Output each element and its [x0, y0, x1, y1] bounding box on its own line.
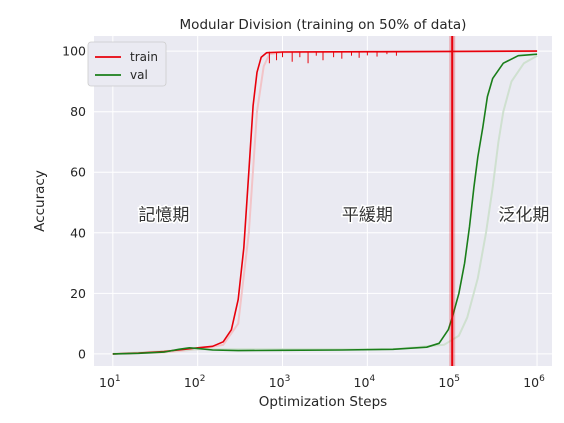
- chart-title: Modular Division (training on 50% of dat…: [180, 17, 467, 33]
- legend-label-train: train: [130, 50, 158, 64]
- legend-label-val: val: [130, 68, 148, 82]
- x-tick-label: 101: [99, 374, 121, 390]
- phase-annotations: 記憶期 平緩期 泛化期: [137, 204, 551, 227]
- y-axis-label: Accuracy: [32, 170, 48, 232]
- y-ticks: 0 20 40 60 80 100: [62, 44, 86, 362]
- y-tick-label: 60: [70, 165, 86, 180]
- x-tick-label: 103: [269, 374, 291, 390]
- y-tick-label: 40: [70, 225, 86, 240]
- x-axis-label: Optimization Steps: [259, 394, 387, 410]
- legend: train val: [87, 41, 167, 87]
- x-tick-label: 105: [438, 374, 460, 390]
- x-tick-label: 104: [354, 374, 376, 390]
- plot-area: [94, 36, 552, 366]
- series-lines: [112, 50, 538, 355]
- y-tick-label: 20: [70, 286, 86, 301]
- series-line-val: [112, 53, 538, 355]
- phase-label: 平緩期: [342, 206, 393, 226]
- phase-label: 泛化期: [498, 206, 549, 226]
- phase-label: 記憶期: [138, 206, 189, 226]
- x-tick-label: 102: [184, 374, 206, 390]
- y-tick-label: 80: [70, 104, 86, 119]
- x-ticks: 101 102 103 104 105 106: [99, 374, 545, 390]
- x-tick-label: 106: [523, 374, 545, 390]
- legend-box: [87, 41, 167, 87]
- y-tick-label: 100: [62, 44, 86, 59]
- vertical-marker: [449, 36, 456, 366]
- y-tick-label: 0: [78, 346, 86, 361]
